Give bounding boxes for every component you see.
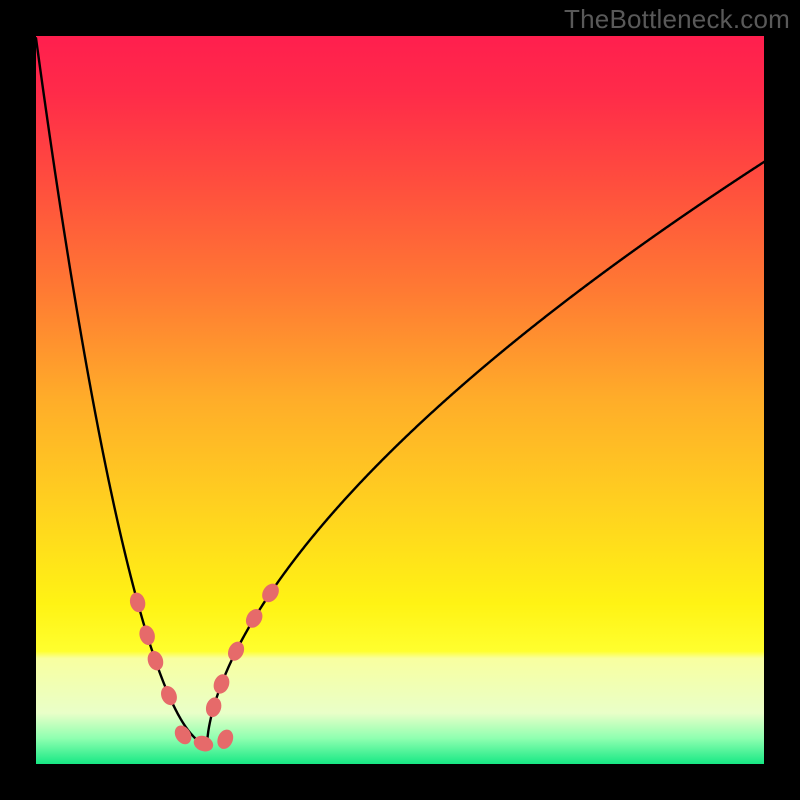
gradient-background [36, 36, 764, 764]
plot-svg [36, 36, 764, 764]
watermark-text: TheBottleneck.com [564, 4, 790, 35]
plot-area [36, 36, 764, 764]
